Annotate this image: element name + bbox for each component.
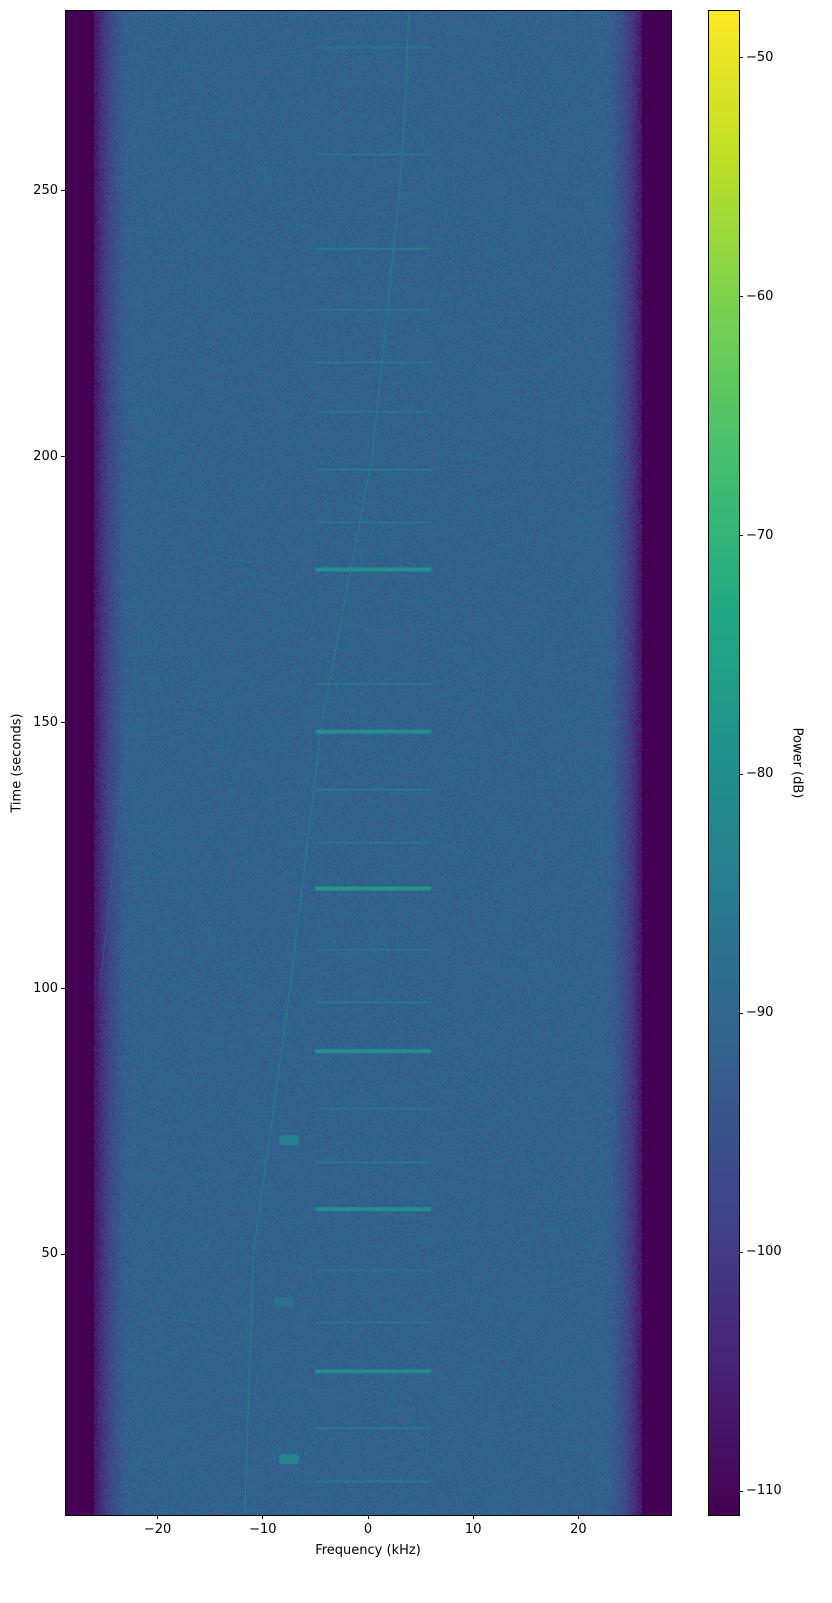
- colorbar-tick-mark: [739, 1251, 743, 1253]
- burst-2: [315, 1369, 432, 1374]
- burst-10: [315, 948, 432, 951]
- y-tick-mark: [61, 456, 65, 458]
- burst-5: [315, 1207, 432, 1212]
- x-axis-label: Frequency (kHz): [315, 1543, 421, 1558]
- x-tick-mark: [157, 1515, 159, 1519]
- burst-14: [315, 729, 432, 734]
- burst-4: [315, 1269, 432, 1272]
- y-tick-label: 200: [33, 448, 58, 464]
- colorbar-tick-mark: [739, 773, 743, 775]
- colorbar-tick-label: −110: [746, 1483, 782, 1499]
- colorbar-tick-label: −80: [746, 766, 774, 782]
- x-tick-label: −10: [249, 1522, 277, 1537]
- burst-11: [315, 886, 432, 891]
- burst-12: [315, 841, 432, 844]
- colorbar-label: Power (dB): [789, 727, 805, 799]
- spectrogram-image: [65, 10, 671, 1515]
- signal-blob-0: [279, 1454, 300, 1465]
- faint-tone-line: [99, 10, 206, 989]
- colorbar-tick-mark: [739, 1012, 743, 1014]
- spectrogram-plot-area: [65, 10, 671, 1515]
- burst-24: [315, 46, 432, 49]
- burst-19: [315, 410, 432, 413]
- burst-17: [315, 521, 432, 524]
- burst-6: [315, 1161, 432, 1164]
- burst-18: [315, 468, 432, 471]
- colorbar-tick-label: −100: [746, 1244, 782, 1260]
- burst-9: [315, 1001, 432, 1004]
- y-tick-label: 150: [33, 714, 58, 730]
- burst-0: [315, 1480, 432, 1483]
- colorbar: [708, 10, 739, 1515]
- x-tick-label: 20: [570, 1522, 587, 1537]
- burst-1: [315, 1427, 432, 1430]
- x-tick-label: −20: [143, 1522, 172, 1537]
- x-tick-mark: [577, 1515, 579, 1519]
- burst-3: [315, 1321, 432, 1324]
- colorbar-tick-mark: [739, 57, 743, 59]
- x-tick-mark: [367, 1515, 369, 1519]
- y-tick-label: 250: [33, 182, 58, 198]
- colorbar-tick-mark: [739, 535, 743, 537]
- drifting-tone-line: [244, 10, 410, 1515]
- y-tick-mark: [61, 190, 65, 192]
- colorbar-tick-label: −70: [746, 527, 774, 543]
- colorbar-tick-mark: [739, 1490, 743, 1492]
- colorbar-tick-label: −50: [746, 49, 774, 65]
- y-tick-label: 50: [41, 1246, 58, 1262]
- x-tick-label: 0: [363, 1522, 373, 1537]
- y-tick-label: 100: [33, 980, 58, 996]
- colorbar-tick-label: −90: [746, 1005, 774, 1021]
- y-tick-mark: [61, 988, 65, 990]
- burst-7: [315, 1107, 432, 1110]
- signal-blob-2: [273, 1297, 294, 1308]
- burst-15: [315, 682, 432, 685]
- burst-23: [315, 153, 432, 156]
- burst-8: [315, 1049, 432, 1054]
- y-tick-mark: [61, 722, 65, 724]
- colorbar-tick-mark: [739, 296, 743, 298]
- x-tick-label: 10: [464, 1522, 482, 1537]
- y-axis-label: Time (seconds): [9, 713, 25, 813]
- burst-22: [315, 247, 432, 250]
- y-tick-mark: [61, 1253, 65, 1255]
- colorbar-tick-label: −60: [746, 288, 774, 304]
- signal-blob-1: [279, 1135, 300, 1146]
- burst-16: [315, 567, 432, 572]
- spectrogram-features: [99, 10, 432, 1515]
- x-tick-mark: [472, 1515, 474, 1519]
- x-tick-mark: [262, 1515, 264, 1519]
- burst-20: [315, 361, 432, 364]
- burst-21: [315, 308, 432, 311]
- burst-13: [315, 788, 432, 791]
